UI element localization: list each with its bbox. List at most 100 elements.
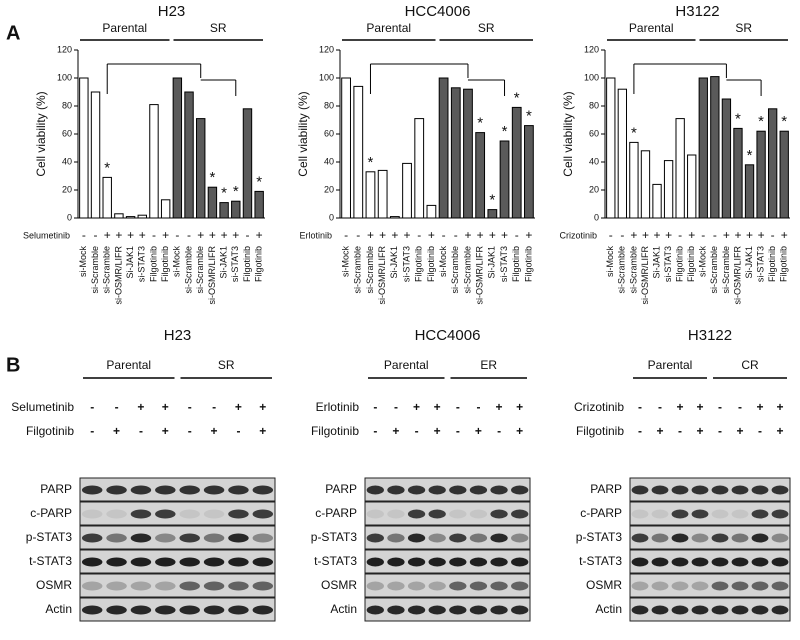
treatment-sign: + xyxy=(162,400,169,414)
blot-band xyxy=(671,485,689,495)
drug-sign: - xyxy=(701,228,705,242)
group-label: SR xyxy=(478,21,495,35)
blot-band xyxy=(81,581,103,591)
drug-sign: + xyxy=(197,228,204,242)
blot-strip xyxy=(79,501,276,526)
drug-sign: - xyxy=(175,228,179,242)
category-label: Filgotinib xyxy=(523,246,533,282)
blot-band xyxy=(511,509,529,519)
treatment-sign: - xyxy=(139,424,143,438)
treatment-label: Crizotinib xyxy=(574,400,624,414)
drug-sign: + xyxy=(464,228,471,242)
blot-strip xyxy=(364,525,531,550)
blot-band xyxy=(106,485,127,495)
bar xyxy=(756,130,766,219)
category-label: si-Scramble xyxy=(628,246,638,294)
blot-strip xyxy=(629,501,791,526)
drug-sign: + xyxy=(139,228,146,242)
drug-sign: - xyxy=(454,228,458,242)
treatment-sign: - xyxy=(678,424,682,438)
blot-band xyxy=(252,581,274,591)
blot-band xyxy=(179,557,200,567)
blot-band xyxy=(428,485,446,495)
bar xyxy=(652,183,662,219)
blot-band xyxy=(130,533,152,543)
treatment-sign: + xyxy=(756,400,763,414)
blot-band xyxy=(407,509,426,519)
blot-band xyxy=(771,581,789,591)
bar xyxy=(744,164,755,219)
category-label: si-Scramble xyxy=(721,246,731,294)
blot-band xyxy=(711,581,729,591)
bar xyxy=(149,104,159,219)
significance: * xyxy=(502,123,508,140)
treatment-sign: + xyxy=(162,424,169,438)
row-label: OSMR xyxy=(586,578,622,592)
drug-sign: - xyxy=(620,228,624,242)
significance: * xyxy=(209,169,215,186)
y-tick-label: 80 xyxy=(324,100,334,110)
group-label: SR xyxy=(735,21,752,35)
blot-band xyxy=(631,485,649,495)
significance: * xyxy=(233,183,239,200)
blot-band xyxy=(771,557,789,567)
drug-sign: + xyxy=(115,228,122,242)
bar xyxy=(184,91,194,219)
category-label: si-Scramble xyxy=(462,246,472,294)
blot-band xyxy=(366,581,384,591)
bar xyxy=(487,209,498,219)
blot-band xyxy=(691,581,709,591)
bar xyxy=(172,77,183,219)
bar xyxy=(90,91,101,219)
blot-band xyxy=(771,605,789,615)
panel-label: B xyxy=(6,354,20,376)
significance: * xyxy=(747,147,753,164)
row-label: t-STAT3 xyxy=(314,554,357,568)
blot-band xyxy=(228,605,249,615)
treatment-sign: + xyxy=(496,400,503,414)
bar xyxy=(125,216,136,219)
drug-sign: + xyxy=(630,228,637,242)
blot-band xyxy=(771,533,789,543)
blot-band xyxy=(490,557,508,567)
category-label: si-Scramble xyxy=(353,246,363,294)
y-axis-label: Cell viability (%) xyxy=(561,91,575,176)
blot-band xyxy=(228,485,249,495)
category-label: Si-JAK1 xyxy=(487,246,497,279)
y-tick-label: 80 xyxy=(62,100,72,110)
category-label: Filgotinib xyxy=(160,246,170,282)
drug-sign: + xyxy=(723,228,730,242)
bar xyxy=(698,77,708,219)
chart-title: H3122 xyxy=(675,3,719,20)
significance: * xyxy=(104,159,110,176)
bar xyxy=(137,214,147,219)
bar xyxy=(779,130,789,219)
blot-band xyxy=(631,605,649,615)
treatment-sign: + xyxy=(776,424,783,438)
treatment-sign: - xyxy=(718,400,722,414)
category-label: si-OSMR/LIFR xyxy=(113,245,123,304)
drug-sign: - xyxy=(356,228,360,242)
drug-label: Crizotinib xyxy=(559,230,597,240)
drug-sign: + xyxy=(256,228,263,242)
category-label: Si-JAK1 xyxy=(218,246,228,279)
drug-sign: + xyxy=(688,228,695,242)
category-label: Si-JAK1 xyxy=(389,246,399,279)
blot-band xyxy=(490,509,508,519)
row-label: OSMR xyxy=(321,578,357,592)
treatment-sign: - xyxy=(476,400,480,414)
group-label: Parental xyxy=(648,358,693,372)
bar xyxy=(377,169,388,219)
bar xyxy=(102,176,112,219)
blot-band xyxy=(631,509,649,519)
significance: * xyxy=(781,113,787,130)
category-label: Si-JAK1 xyxy=(744,246,754,279)
blot-band xyxy=(711,605,729,615)
blot-band xyxy=(751,581,769,591)
treatment-sign: + xyxy=(676,400,683,414)
treatment-sign: - xyxy=(394,400,398,414)
treatment-sign: - xyxy=(373,400,377,414)
blot-band xyxy=(731,509,749,519)
blot-band xyxy=(203,581,225,591)
blot-band xyxy=(651,581,669,591)
